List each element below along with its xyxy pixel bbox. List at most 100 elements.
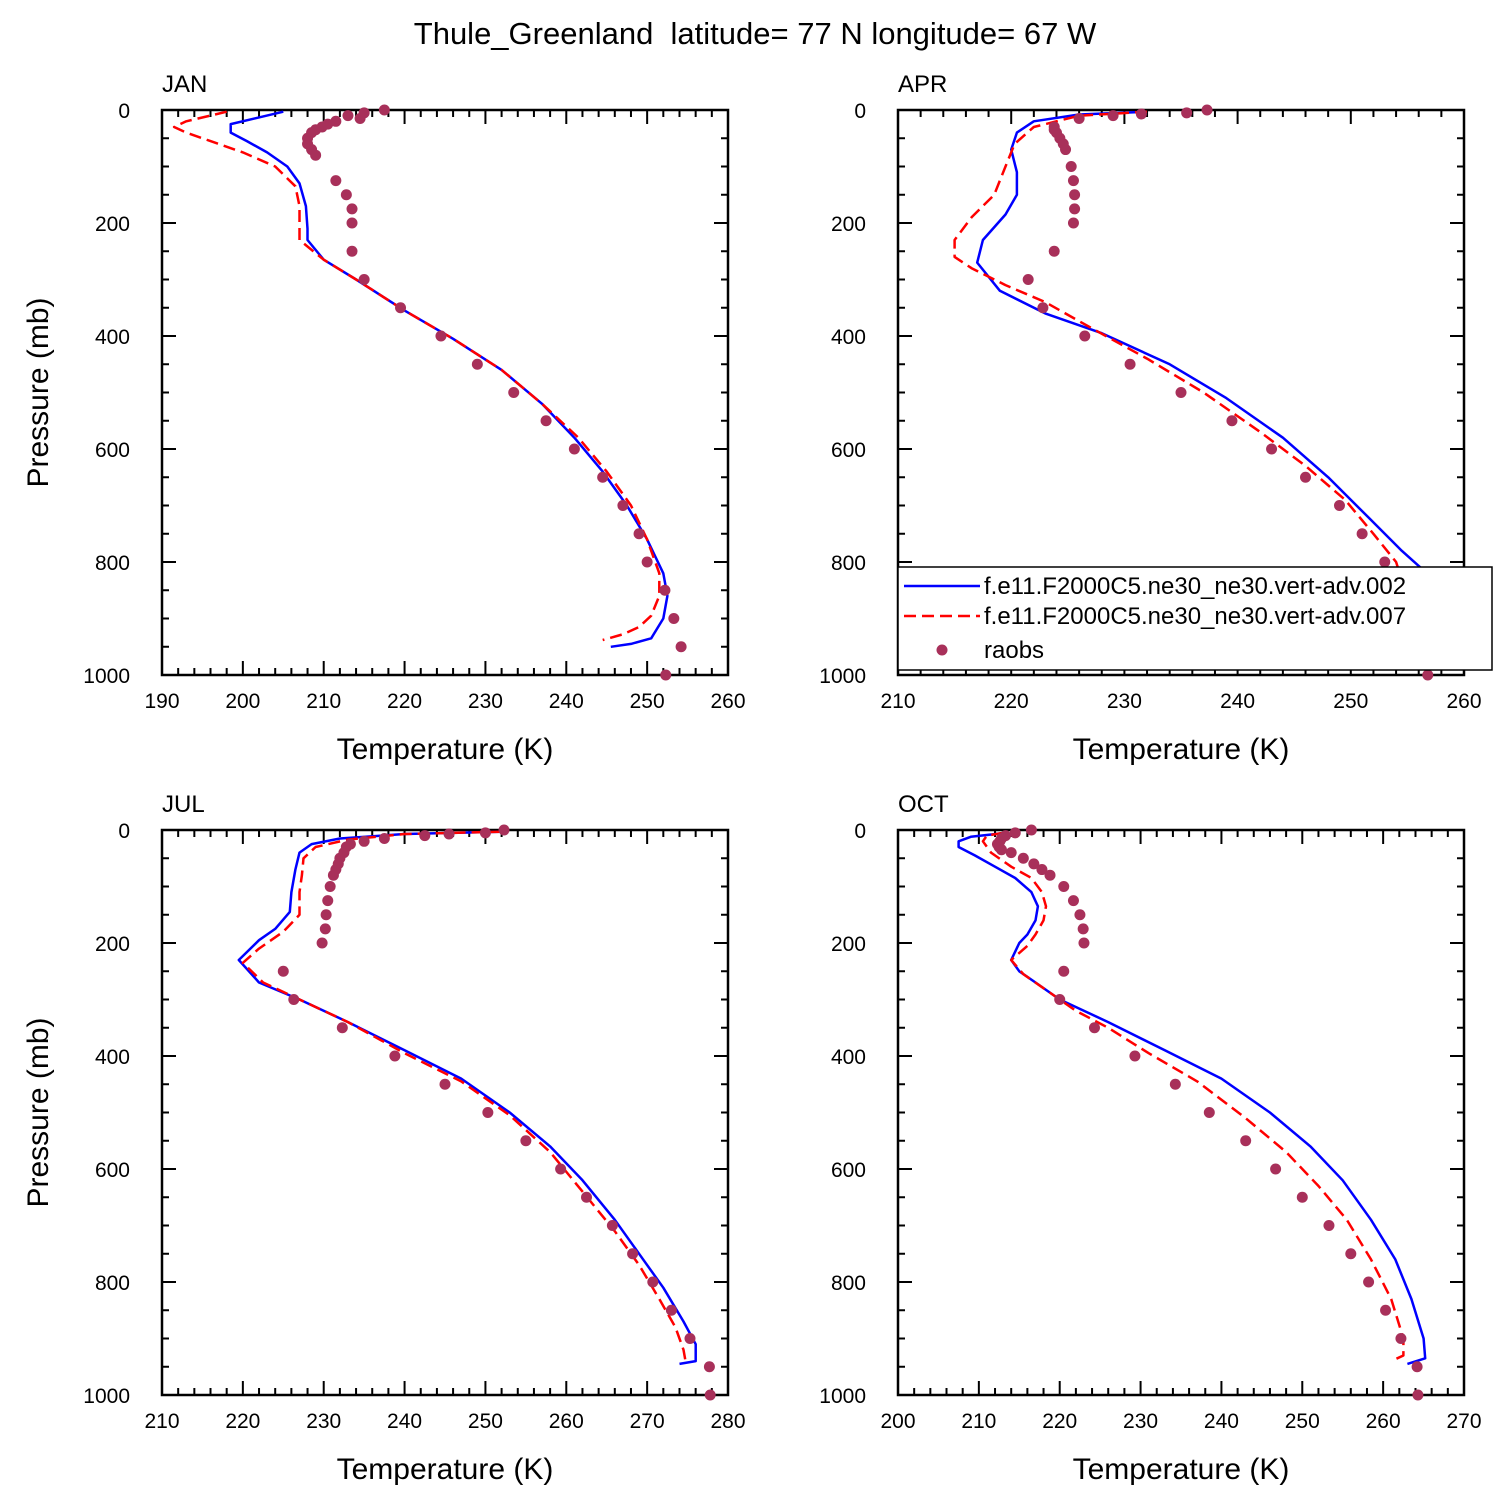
legend-label: f.e11.F2000C5.ne30_ne30.vert-adv.002 (984, 573, 1406, 600)
raobs-point (641, 556, 653, 568)
raobs-point (1379, 556, 1391, 568)
raobs-point (1395, 1333, 1407, 1344)
y-tick-label: 0 (854, 100, 866, 123)
raobs-point (479, 827, 491, 839)
raobs-point (1048, 245, 1060, 257)
y-tick-label: 1000 (819, 1385, 866, 1408)
x-tick-label: 220 (225, 1410, 260, 1433)
y-tick-label: 400 (95, 1046, 130, 1069)
raobs-point (633, 528, 645, 540)
y-tick-label: 0 (118, 820, 130, 843)
y-tick-label: 400 (95, 326, 130, 349)
legend-box (897, 566, 1493, 671)
x-tick-label: 250 (1333, 690, 1368, 713)
legend: f.e11.F2000C5.ne30_ne30.vert-adv.002 f.e1… (897, 566, 1493, 671)
x-tick-label: 240 (549, 690, 584, 713)
raobs-point (1124, 358, 1136, 370)
raobs-point (346, 245, 358, 257)
raobs-point (1028, 858, 1040, 870)
raobs-point (1181, 107, 1193, 119)
plot-frame (896, 828, 1466, 1397)
raobs-point (346, 217, 358, 229)
raobs-point (568, 443, 580, 455)
raobs-point (1203, 1107, 1215, 1118)
y-tick-label: 800 (831, 552, 866, 575)
raobs-point (1077, 923, 1089, 935)
raobs-point (1058, 881, 1070, 892)
raobs-point (395, 302, 407, 314)
raobs-point (1356, 528, 1368, 540)
y-tick-label: 200 (831, 933, 866, 956)
raobs-point (1054, 994, 1066, 1005)
legend-label: raobs (984, 637, 1044, 664)
raobs-point (1411, 1361, 1423, 1373)
x-tick-label: 240 (387, 1410, 422, 1433)
y-tick-label: 200 (95, 933, 130, 956)
raobs-point (378, 832, 390, 844)
raobs-point (1058, 965, 1070, 977)
x-tick-label: 210 (144, 1410, 179, 1433)
y-tick-label: 1000 (83, 665, 130, 688)
y-tick-label: 400 (831, 326, 866, 349)
x-tick-label: 190 (144, 690, 179, 713)
x-tick-label: 240 (1204, 1410, 1239, 1433)
raobs-point (1422, 669, 1434, 681)
raobs-point (327, 869, 339, 881)
x-tick-label: 230 (1107, 690, 1142, 713)
x-tick-label: 240 (1220, 690, 1255, 713)
raobs-point (319, 923, 331, 935)
x-tick-label: 210 (961, 1410, 996, 1433)
raobs-point (1088, 1022, 1100, 1034)
raobs-point (1226, 415, 1238, 427)
raobs-point (1412, 1389, 1424, 1401)
raobs-point (1067, 217, 1079, 229)
raobs-point (597, 471, 609, 483)
panels: JAN 190 200 210 220 230 240 250 260 0 200 400 600 800… (22, 71, 1493, 1486)
x-tick-label: 220 (1042, 1410, 1077, 1433)
raobs-point (1067, 175, 1079, 187)
x-tick-label: 250 (468, 1410, 503, 1433)
raobs-point (520, 1135, 532, 1147)
raobs-point (1079, 330, 1091, 342)
panel-label: JUL (162, 791, 205, 818)
raobs-markers (302, 104, 687, 681)
raobs-point (1073, 112, 1085, 124)
raobs-point (627, 1248, 639, 1260)
raobs-point (1270, 1163, 1282, 1175)
y-tick-label: 800 (831, 1272, 866, 1295)
raobs-point (1135, 108, 1147, 120)
raobs-point (1065, 161, 1077, 172)
x-tick-label: 200 (225, 690, 260, 713)
raobs-point (1037, 302, 1049, 314)
panel-apr: APR 210 220 230 240 250 260 0 200 400 600 800 1000 Te… (819, 71, 1481, 766)
raobs-markers (277, 824, 716, 1401)
x-tick-label: 230 (306, 1410, 341, 1433)
series-007-line (172, 110, 661, 642)
x-axis-title: Temperature (K) (337, 1453, 554, 1486)
x-tick-label: 280 (710, 1410, 745, 1433)
raobs-point (336, 1022, 348, 1034)
raobs-point (354, 112, 366, 124)
raobs-point (340, 189, 352, 201)
x-tick-label: 250 (630, 690, 665, 713)
raobs-point (1074, 909, 1086, 921)
x-tick-label: 230 (1123, 1410, 1158, 1433)
raobs-point (703, 1361, 715, 1373)
panel-jan: JAN 190 200 210 220 230 240 250 260 0 200 400 600 800… (22, 71, 746, 766)
raobs-point (995, 844, 1007, 856)
raobs-point (288, 994, 300, 1005)
figure-title: Thule_Greenland latitude= 77 N longitude… (414, 16, 1097, 51)
plot-frame (160, 828, 730, 1397)
raobs-point (1017, 852, 1029, 864)
y-axis-title: Pressure (mb) (22, 1017, 55, 1207)
raobs-point (1005, 847, 1017, 859)
raobs-point (617, 500, 629, 511)
raobs-point (498, 824, 510, 836)
raobs-point (1323, 1220, 1335, 1231)
x-tick-label: 210 (306, 690, 341, 713)
panel-label: APR (898, 71, 947, 98)
raobs-point (1380, 1304, 1392, 1316)
y-tick-label: 0 (854, 820, 866, 843)
raobs-point (704, 1389, 716, 1401)
